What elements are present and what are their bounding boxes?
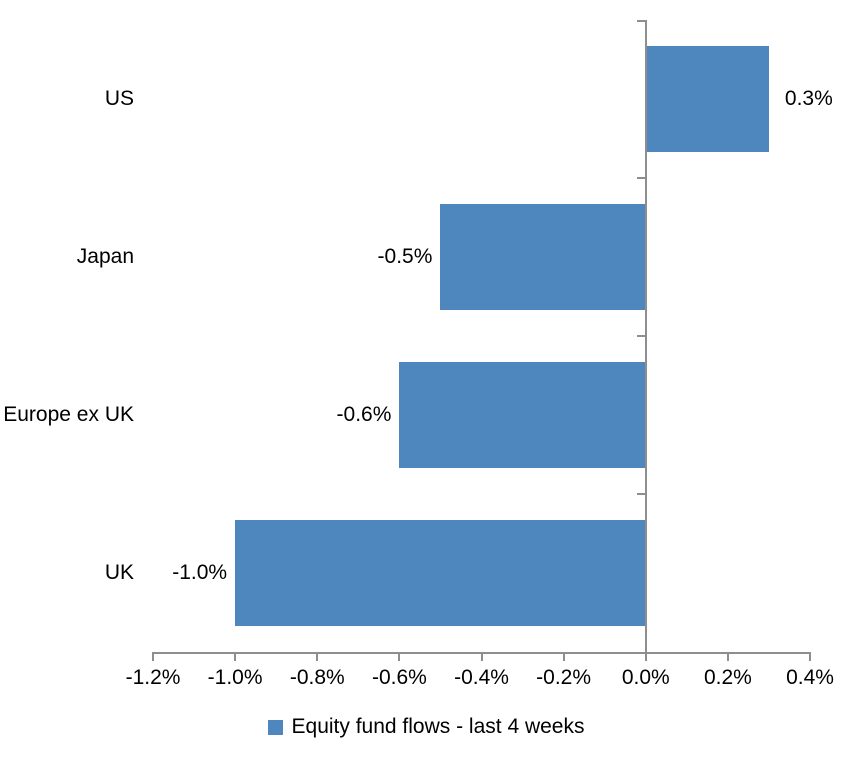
category-boundary-tick [636, 177, 645, 179]
x-axis-tick-label: -1.0% [207, 666, 263, 689]
bar-europe-ex-uk [399, 362, 646, 468]
bar-japan [440, 204, 646, 310]
x-axis-tick [316, 652, 319, 661]
x-axis-tick-label: 0.0% [621, 666, 670, 689]
x-axis-tick [480, 652, 483, 661]
category-label-japan: Japan [76, 245, 134, 268]
value-label-japan: -0.5% [377, 245, 433, 268]
category-label-uk: UK [104, 561, 134, 584]
x-axis-tick [152, 652, 154, 661]
category-boundary-tick [636, 493, 645, 495]
category-boundary-tick [636, 335, 645, 337]
bar-uk [235, 520, 646, 626]
legend: Equity fund flows - last 4 weeks [0, 714, 852, 740]
x-axis-tick [726, 652, 729, 661]
x-axis-tick [234, 652, 237, 661]
zero-axis-line [644, 20, 647, 654]
bar-us [645, 46, 769, 152]
legend-swatch-icon [267, 719, 283, 735]
x-axis-tick-label: -0.2% [536, 666, 592, 689]
x-axis-tick-label: -1.2% [125, 666, 181, 689]
x-axis-tick [644, 652, 647, 661]
value-label-europe-ex-uk: -0.6% [336, 403, 392, 426]
x-axis-tick-label: 0.2% [703, 666, 752, 689]
x-axis-tick-label: -0.6% [371, 666, 427, 689]
x-axis-tick-label: 0.4% [786, 666, 834, 689]
category-label-us: US [104, 87, 134, 110]
category-boundary-tick [636, 20, 645, 22]
category-label-europe-ex-uk: Europe ex UK [3, 403, 134, 426]
value-label-uk: -1.0% [172, 561, 228, 584]
value-label-us: 0.3% [784, 87, 833, 110]
x-axis-tick-label: -0.8% [289, 666, 345, 689]
x-axis-tick [398, 652, 401, 661]
x-axis-tick [809, 652, 811, 661]
x-axis-tick-label: -0.4% [454, 666, 509, 689]
x-axis-tick [562, 652, 565, 661]
legend-label: Equity fund flows - last 4 weeks [291, 715, 585, 738]
